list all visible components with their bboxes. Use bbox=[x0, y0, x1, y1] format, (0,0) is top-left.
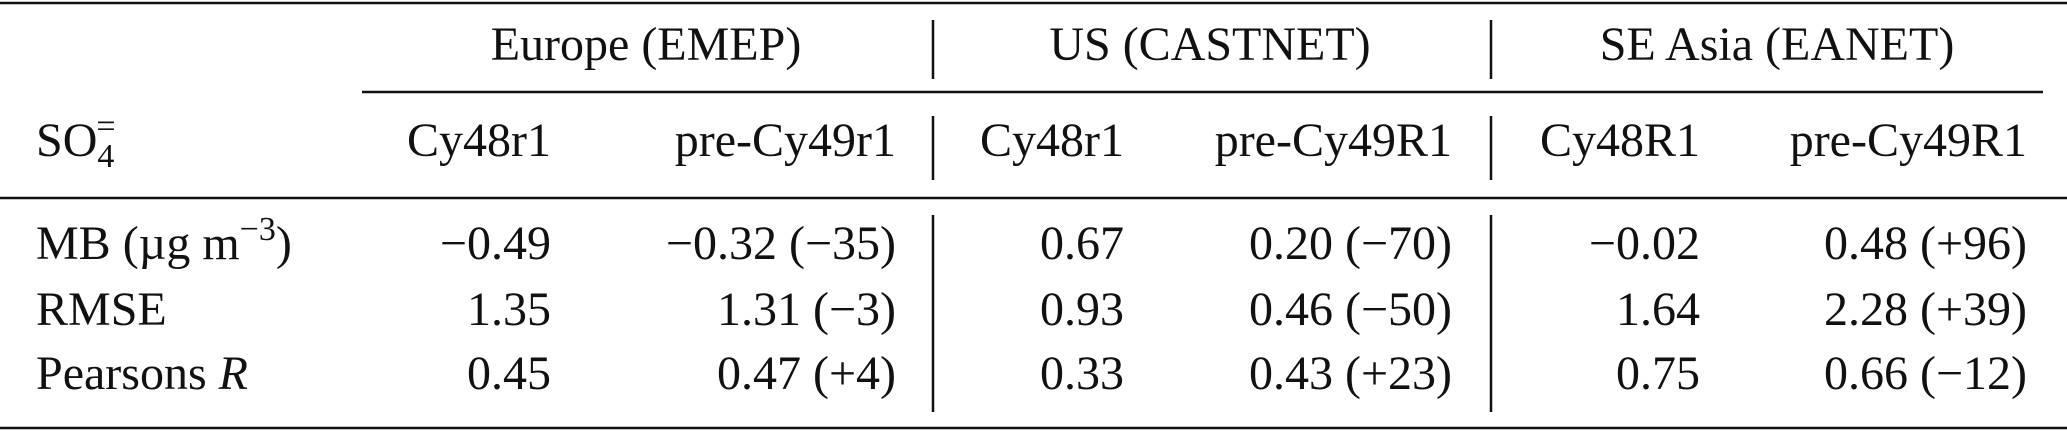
cell: −0.49 bbox=[440, 217, 551, 270]
group-header: SE Asia (EANET) bbox=[1600, 18, 1955, 71]
corner-sub: 4 bbox=[97, 138, 114, 175]
cell: 2.28 (+39) bbox=[1824, 283, 2027, 336]
row-label: Pearsons R bbox=[36, 347, 248, 400]
cell: −0.32 (−35) bbox=[666, 217, 896, 270]
row-label-text: MB (µg m bbox=[36, 217, 240, 270]
cell: 0.43 (+23) bbox=[1249, 347, 1452, 400]
cell: 0.20 (−70) bbox=[1249, 217, 1452, 270]
row-label: MB (µg m−3) bbox=[36, 211, 292, 270]
separators bbox=[931, 20, 1493, 412]
cell: 0.66 (−12) bbox=[1824, 347, 2027, 400]
cell: 1.64 bbox=[1616, 283, 1700, 336]
column-header: pre-Cy49R1 bbox=[1215, 114, 1452, 167]
cell: 0.33 bbox=[1040, 347, 1124, 400]
cell: 0.75 bbox=[1616, 347, 1700, 400]
cell: 0.45 bbox=[467, 347, 551, 400]
cell: 0.67 bbox=[1040, 217, 1124, 270]
row-label-end: ) bbox=[276, 217, 292, 270]
row-label: RMSE bbox=[36, 283, 167, 336]
cell: 1.31 (−3) bbox=[717, 283, 896, 336]
cell: 1.35 bbox=[467, 283, 551, 336]
group-header: Europe (EMEP) bbox=[491, 18, 802, 71]
cell: −0.02 bbox=[1589, 217, 1700, 270]
column-header: Cy48r1 bbox=[980, 114, 1124, 167]
column-header: Cy48R1 bbox=[1540, 114, 1700, 167]
corner-label: SO4= bbox=[36, 108, 116, 175]
corner-sup: = bbox=[96, 108, 115, 145]
cell: 0.48 (+96) bbox=[1824, 217, 2027, 270]
column-header: pre-Cy49R1 bbox=[1790, 114, 2027, 167]
cell: 0.47 (+4) bbox=[717, 347, 896, 400]
cell: 0.46 (−50) bbox=[1249, 283, 1452, 336]
row-label-text: RMSE bbox=[36, 283, 167, 336]
group-header: US (CASTNET) bbox=[1049, 18, 1370, 71]
column-header: pre-Cy49r1 bbox=[675, 114, 896, 167]
row-label-sup: −3 bbox=[240, 211, 276, 248]
cell: 0.93 bbox=[1040, 283, 1124, 336]
corner-base: SO bbox=[36, 114, 97, 167]
column-header: Cy48r1 bbox=[407, 114, 551, 167]
row-label-text: Pearsons bbox=[36, 347, 207, 400]
row-label-italic: R bbox=[218, 347, 248, 400]
